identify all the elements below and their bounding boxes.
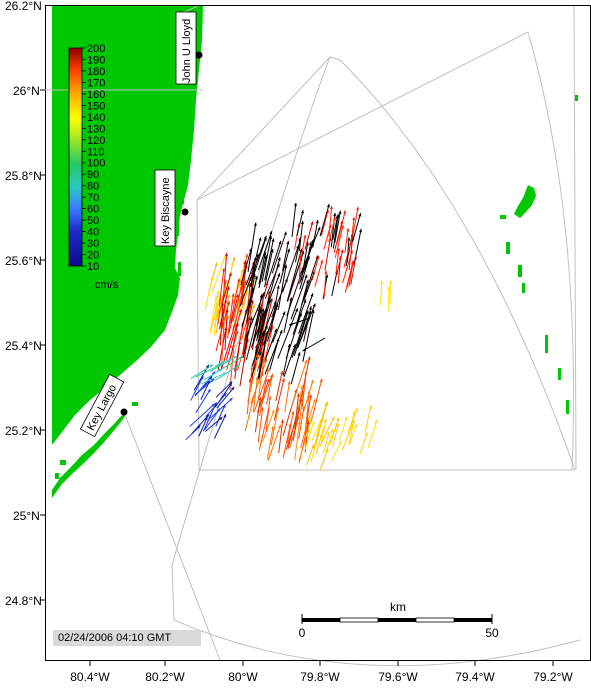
current-vector xyxy=(360,432,367,453)
lon-label: 80.2°W xyxy=(145,670,185,683)
scale-bar: km 0 50 xyxy=(299,600,499,640)
station-label: Key Biscayne xyxy=(160,177,172,244)
colorbar-tick-label: 150 xyxy=(87,100,105,112)
colorbar-tick-label: 200 xyxy=(87,43,105,55)
colorbar-tick-label: 110 xyxy=(87,146,105,158)
current-vector xyxy=(311,379,322,422)
current-vector xyxy=(389,280,392,304)
current-vector xyxy=(285,381,291,412)
current-vectors xyxy=(186,203,393,470)
bahamas-islets xyxy=(500,95,578,414)
current-vector xyxy=(312,256,319,280)
colorbar xyxy=(69,48,82,266)
colorbar-tick-label: 20 xyxy=(87,250,99,262)
current-vector xyxy=(380,281,383,306)
colorbar-tick-label: 170 xyxy=(87,77,105,89)
colorbar-tick-label: 40 xyxy=(87,227,99,239)
scale-end: 50 xyxy=(485,626,499,640)
lon-label: 80°W xyxy=(228,670,258,683)
scale-unit: km xyxy=(390,600,406,614)
colorbar-tick-label: 140 xyxy=(87,112,105,124)
station-label: John U Lloyd xyxy=(181,19,193,83)
lon-label: 79.2°W xyxy=(533,670,573,683)
station-marker xyxy=(196,52,203,59)
current-vector xyxy=(321,210,328,236)
bahamas-land xyxy=(514,185,536,218)
current-vector xyxy=(337,210,346,242)
colorbar-unit: cm/s xyxy=(95,279,119,291)
lat-label: 25.2°N xyxy=(5,424,42,438)
lat-label: 25.8°N xyxy=(5,169,42,183)
colorbar-tick-label: 100 xyxy=(87,158,105,170)
lat-label: 25°N xyxy=(13,509,40,523)
colorbar-tick-label: 80 xyxy=(87,181,99,193)
current-vector xyxy=(280,249,290,284)
timestamp: 02/24/2006 04:10 GMT xyxy=(53,630,201,646)
lat-label: 26.2°N xyxy=(5,0,42,13)
current-vector xyxy=(215,356,237,366)
lon-label: 80.4°W xyxy=(70,670,110,683)
lon-label: 79.8°W xyxy=(300,670,340,683)
current-vector xyxy=(258,407,264,442)
current-vector xyxy=(292,203,297,237)
current-vector xyxy=(313,220,319,248)
current-vector xyxy=(279,419,284,453)
current-vector xyxy=(199,417,208,436)
station-marker xyxy=(121,409,128,416)
lat-label: 25.4°N xyxy=(5,339,42,353)
colorbar-tick-label: 120 xyxy=(87,135,105,147)
colorbar-tick-label: 160 xyxy=(87,89,105,101)
current-vector xyxy=(365,405,372,432)
current-vector xyxy=(368,419,378,447)
colorbar-tick-label: 70 xyxy=(87,192,99,204)
current-vector xyxy=(245,395,255,431)
current-vector xyxy=(339,417,347,441)
current-vector xyxy=(321,419,327,445)
colorbar-tick-label: 60 xyxy=(87,204,99,216)
lat-label: 26°N xyxy=(13,84,40,98)
current-vector xyxy=(348,408,358,433)
colorbar-tick-label: 190 xyxy=(87,54,105,66)
station-marker xyxy=(182,209,189,216)
colorbar-tick-label: 90 xyxy=(87,169,99,181)
colorbar-tick-label: 180 xyxy=(87,66,105,78)
lon-label: 79.4°W xyxy=(455,670,495,683)
lon-label: 79.6°W xyxy=(378,670,418,683)
colorbar-tick-label: 50 xyxy=(87,215,99,227)
lat-label: 25.6°N xyxy=(5,254,42,268)
colorbar-tick-label: 30 xyxy=(87,238,99,250)
current-vector xyxy=(272,278,288,317)
current-vector xyxy=(327,429,334,450)
colorbar-tick-label: 10 xyxy=(87,261,99,273)
colorbar-tick-label: 130 xyxy=(87,123,105,135)
lat-label: 24.8°N xyxy=(5,594,42,608)
current-vector xyxy=(205,417,222,432)
scale-start: 0 xyxy=(299,626,306,640)
